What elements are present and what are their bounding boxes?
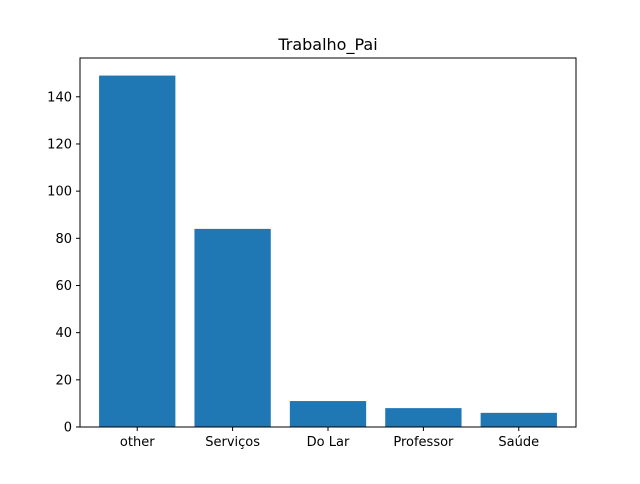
x-axis-ticks: other Serviços Do Lar Professor Saúde bbox=[120, 427, 539, 450]
x-tick-label: Serviços bbox=[205, 435, 260, 450]
chart-title: Trabalho_Pai bbox=[277, 35, 377, 55]
x-tick-label: Do Lar bbox=[307, 435, 350, 450]
bar-3 bbox=[385, 408, 462, 427]
y-tick-label: 60 bbox=[55, 279, 72, 294]
y-tick-label: 20 bbox=[55, 373, 72, 388]
y-tick-label: 80 bbox=[55, 232, 72, 247]
bar-2 bbox=[289, 401, 367, 427]
x-tick-label: other bbox=[120, 435, 155, 450]
bars-group bbox=[99, 75, 557, 428]
y-tick-label: 120 bbox=[47, 137, 72, 152]
bar-0 bbox=[99, 75, 176, 428]
y-tick-label: 100 bbox=[47, 185, 72, 200]
x-tick-label: Saúde bbox=[498, 435, 539, 450]
y-axis-ticks: 0 20 40 60 80 100 120 140 bbox=[47, 90, 80, 436]
y-tick-label: 140 bbox=[47, 90, 72, 105]
x-tick-label: Professor bbox=[393, 435, 454, 450]
y-tick-label: 0 bbox=[64, 421, 72, 436]
plot-frame bbox=[79, 57, 577, 428]
y-tick-label: 40 bbox=[55, 326, 72, 341]
bar-4 bbox=[480, 412, 557, 427]
bar-1 bbox=[194, 228, 271, 427]
